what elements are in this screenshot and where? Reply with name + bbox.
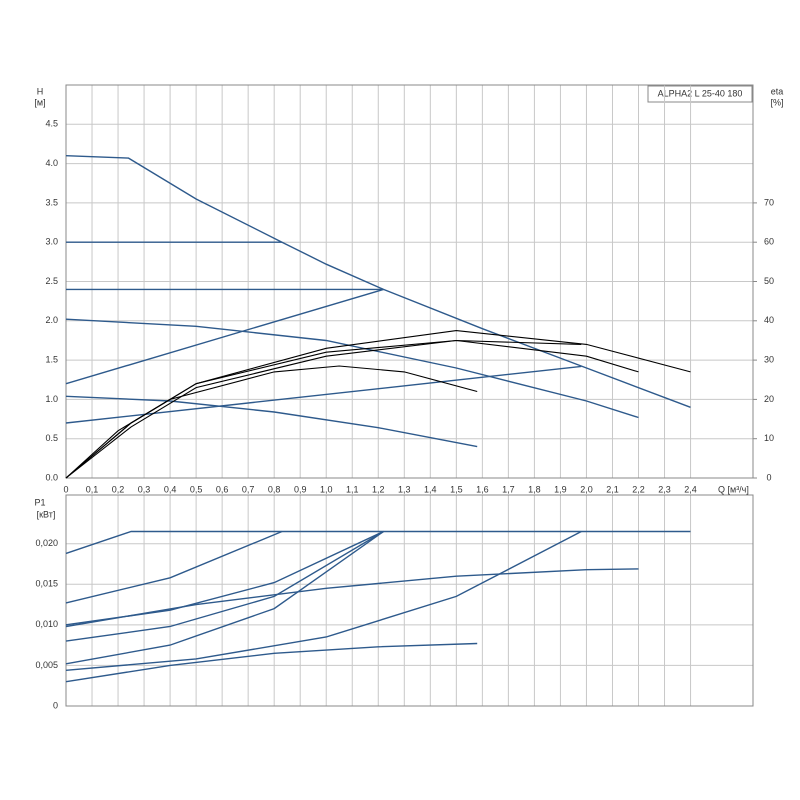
x-tick-label: 1,0 bbox=[320, 484, 333, 494]
x-tick-label: 1,9 bbox=[554, 484, 567, 494]
x-tick-label: 0,4 bbox=[164, 484, 177, 494]
x-tick-label: 0,9 bbox=[294, 484, 307, 494]
y-tick-label: 2.5 bbox=[45, 276, 58, 286]
y-tick-label: 2.0 bbox=[45, 315, 58, 325]
x-tick-label: 1,3 bbox=[398, 484, 411, 494]
x-tick-label: 0,1 bbox=[86, 484, 99, 494]
curve bbox=[65, 530, 384, 665]
y2-tick-label: 50 bbox=[764, 276, 774, 286]
y2-tick-label: 0 bbox=[766, 472, 771, 482]
x-tick-label: 1,1 bbox=[346, 484, 359, 494]
curve bbox=[65, 395, 478, 448]
title-box bbox=[647, 85, 753, 103]
y-tick-label: 0.0 bbox=[45, 472, 58, 482]
y-tick-label: 4.0 bbox=[45, 158, 58, 168]
x-tick-label: 0,2 bbox=[112, 484, 125, 494]
chart-title: ALPHA2 L 25-40 180 bbox=[658, 88, 743, 98]
x-tick-label: 0,5 bbox=[190, 484, 203, 494]
y2-tick-label: 30 bbox=[764, 354, 774, 364]
y-tick-label: 3.0 bbox=[45, 237, 58, 247]
curve bbox=[65, 568, 639, 628]
y-tick-label: 0 bbox=[53, 700, 58, 710]
x-tick-label: 1,5 bbox=[450, 484, 463, 494]
x-tick-label: 2,0 bbox=[580, 484, 593, 494]
x-tick-label: 1,7 bbox=[502, 484, 515, 494]
y-tick-label: 4.5 bbox=[45, 119, 58, 129]
x-tick-label: 1,6 bbox=[476, 484, 489, 494]
curve bbox=[65, 155, 691, 408]
curve bbox=[65, 530, 384, 642]
y2-tick-label: 40 bbox=[764, 315, 774, 325]
y2-tick-label: 20 bbox=[764, 394, 774, 404]
y-tick-label: 0,015 bbox=[35, 579, 58, 589]
x-tick-label: 2,1 bbox=[606, 484, 619, 494]
x-tick-label: 1,4 bbox=[424, 484, 437, 494]
y-axis-label: P1 bbox=[34, 497, 45, 507]
curve bbox=[65, 339, 582, 479]
y2-tick-label: 10 bbox=[764, 433, 774, 443]
x-tick-label: 0,8 bbox=[268, 484, 281, 494]
y-tick-label: 1.0 bbox=[45, 394, 58, 404]
curve bbox=[65, 530, 691, 555]
x-tick-label: 2,2 bbox=[632, 484, 645, 494]
y2-tick-label: 70 bbox=[764, 197, 774, 207]
curve bbox=[65, 642, 478, 683]
y-tick-label: 1.5 bbox=[45, 354, 58, 364]
x-tick-label: 2,3 bbox=[658, 484, 671, 494]
y-tick-label: 0,005 bbox=[35, 660, 58, 670]
y2-axis-unit: [%] bbox=[770, 97, 783, 107]
x-tick-label: 0 bbox=[63, 484, 68, 494]
x-tick-label: 0,3 bbox=[138, 484, 151, 494]
plot-frame bbox=[65, 494, 754, 707]
x-axis-label: Q [м³/ч] bbox=[718, 484, 749, 494]
x-tick-label: 2,4 bbox=[684, 484, 697, 494]
curve bbox=[65, 530, 283, 604]
curve bbox=[65, 318, 639, 419]
x-tick-label: 0,7 bbox=[242, 484, 255, 494]
x-tick-label: 1,2 bbox=[372, 484, 385, 494]
y-tick-label: 3.5 bbox=[45, 197, 58, 207]
y-axis-unit: [м] bbox=[34, 97, 45, 107]
y-axis-label: H bbox=[37, 86, 44, 96]
y2-tick-label: 60 bbox=[764, 237, 774, 247]
curve bbox=[65, 365, 582, 424]
y-tick-label: 0,010 bbox=[35, 619, 58, 629]
y-tick-label: 0.5 bbox=[45, 433, 58, 443]
curve bbox=[65, 288, 384, 385]
curve bbox=[65, 365, 478, 479]
x-tick-label: 0,6 bbox=[216, 484, 229, 494]
y2-axis-label: eta bbox=[771, 86, 784, 96]
y-tick-label: 0,020 bbox=[35, 538, 58, 548]
y-axis-unit: [кВт] bbox=[37, 509, 56, 519]
x-tick-label: 1,8 bbox=[528, 484, 541, 494]
